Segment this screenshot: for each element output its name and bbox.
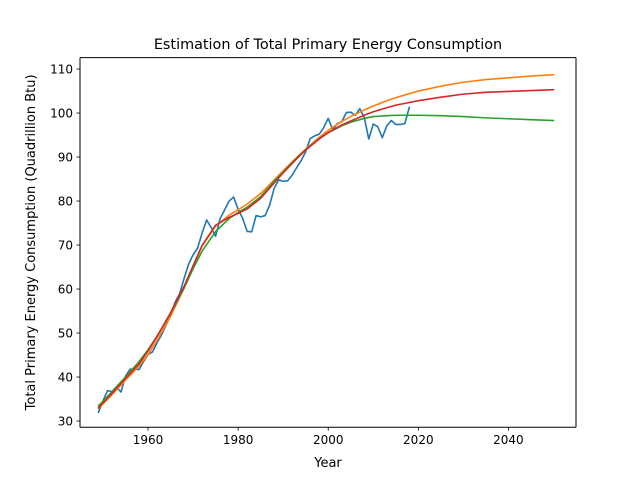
y-tick-label: 50 [58, 327, 73, 341]
x-tick-label: 2040 [493, 433, 524, 447]
y-axis-ticks: 30 40 50 60 70 80 90 100 110 [50, 63, 80, 429]
series-layer [97, 73, 555, 414]
x-axis-label: Year [313, 456, 342, 471]
chart-title: Estimation of Total Primary Energy Consu… [154, 37, 502, 53]
series-line-4 [97, 88, 555, 409]
x-tick-label: 2000 [313, 433, 344, 447]
series-line-1 [97, 106, 411, 414]
x-axis-ticks: 1960 1980 2000 2020 2040 [133, 427, 524, 447]
y-tick-label: 30 [58, 415, 73, 429]
y-tick-label: 80 [58, 195, 73, 209]
x-tick-label: 1980 [223, 433, 254, 447]
y-axis-label: Total Primary Energy Consumption (Quadri… [24, 74, 39, 411]
x-tick-label: 2020 [403, 433, 434, 447]
y-tick-label: 40 [58, 371, 73, 385]
x-tick-label: 1960 [133, 433, 164, 447]
y-tick-label: 60 [58, 283, 73, 297]
y-tick-label: 90 [58, 151, 73, 165]
y-tick-label: 70 [58, 239, 73, 253]
plot-area [80, 57, 576, 428]
y-tick-label: 100 [50, 107, 73, 121]
y-tick-label: 110 [50, 63, 73, 77]
